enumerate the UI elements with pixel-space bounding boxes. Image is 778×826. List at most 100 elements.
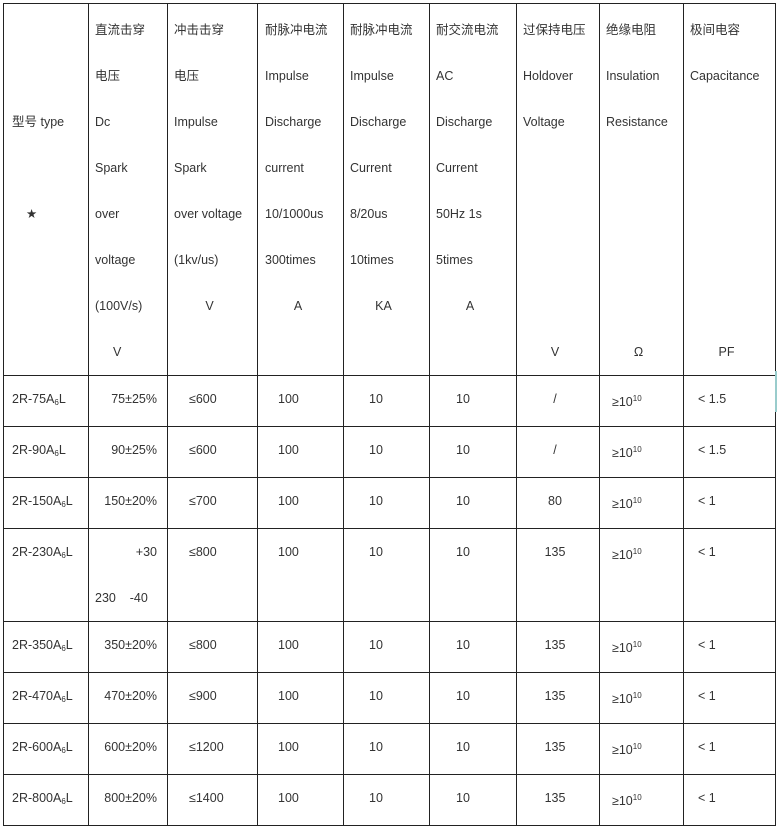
cell-impulse: ≤600	[167, 375, 258, 427]
header-line: V	[205, 299, 214, 313]
header-line: Current	[436, 161, 478, 175]
cell-holdover: 135	[516, 774, 600, 826]
header-line: 型号 type	[12, 115, 65, 129]
header-line: over voltage	[174, 207, 243, 221]
header-line: Impulse	[174, 115, 218, 129]
model-suffix: L	[65, 689, 73, 703]
header-line: 300times	[265, 253, 316, 267]
insulation-exponent: 10	[632, 742, 642, 751]
model-prefix: 2R-350A	[12, 638, 62, 652]
header-line: Spark	[174, 161, 207, 175]
cell-holdover: 135	[516, 621, 600, 673]
header-line: over	[95, 207, 120, 221]
cell-holdover: /	[516, 426, 600, 478]
header-line: Ω	[633, 345, 644, 359]
header-line	[606, 191, 683, 237]
cell-model: 2R-75A6L	[3, 375, 89, 427]
model-subscript: 6	[61, 695, 66, 704]
cell-holdover: /	[516, 375, 600, 427]
table-row: 2R-230A6L +30 230 -40 ≤800 100 10 10 135 ≥1010 < …	[3, 528, 776, 622]
cell-imp-8-20: 10	[343, 723, 430, 775]
cell-dc: 600±20%	[88, 723, 168, 775]
scrollbar[interactable]	[775, 371, 777, 412]
cell-impulse: ≤800	[167, 621, 258, 673]
header-line: V	[113, 345, 122, 359]
header-line: (1kv/us)	[174, 253, 219, 267]
header-line: Holdover	[523, 69, 574, 83]
header-impulse-discharge-current: 耐脉冲电流 Impulse Discharge current 10/1000us 300…	[257, 3, 344, 376]
header-line: 绝缘电阻	[606, 23, 657, 37]
cell-dc: 90±25%	[88, 426, 168, 478]
cell-imp-8-20: 10	[343, 477, 430, 529]
insulation-exponent: 10	[632, 496, 642, 505]
header-line: 10times	[350, 253, 394, 267]
cell-holdover: 135	[516, 723, 600, 775]
cell-holdover: 135	[516, 672, 600, 724]
insulation-exponent: 10	[632, 547, 642, 556]
model-suffix: L	[58, 443, 66, 457]
insulation-exponent: 10	[632, 394, 642, 403]
table-row: 2R-150A6L 150±20% ≤700 100 10 10 80 ≥1010 < 1	[3, 477, 776, 529]
header-line: 5times	[436, 253, 473, 267]
model-subscript: 6	[54, 449, 59, 458]
header-line: 8/20us	[350, 207, 388, 221]
cell-model: 2R-150A6L	[3, 477, 89, 529]
header-line	[523, 145, 599, 191]
header-line	[606, 145, 683, 191]
cell-impulse: ≤1200	[167, 723, 258, 775]
insulation-base: ≥10	[612, 692, 633, 706]
model-prefix: 2R-800A	[12, 791, 62, 805]
table-row: 2R-90A6L 90±25% ≤600 100 10 10/≥1010 < 1.5	[3, 426, 776, 478]
header-line: 电压	[95, 69, 121, 83]
spec-table: 型号 type ★ 直流击穿 电压 Dc Spark over voltage (100V/s)…	[3, 3, 776, 826]
model-prefix: 2R-230A	[12, 545, 62, 559]
model-subscript: 6	[61, 746, 66, 755]
cell-model: 2R-470A6L	[3, 672, 89, 724]
cell-impulse: ≤800	[167, 528, 258, 622]
cell-imp-8-20: 10	[343, 621, 430, 673]
model-prefix: 2R-75A	[12, 392, 55, 406]
cell-holdover: 135	[516, 528, 600, 622]
cell-imp-8-20: 10	[343, 528, 430, 622]
table-row: 2R-470A6L 470±20% ≤900 100 10 10 135 ≥1010 < 1	[3, 672, 776, 724]
header-line: Impulse	[265, 69, 309, 83]
insulation-base: ≥10	[612, 794, 633, 808]
header-impulse-discharge-current-8-20: 耐脉冲电流 Impulse Discharge Current 8/20us 10time…	[343, 3, 430, 376]
cell-capacitance: < 1	[683, 477, 776, 529]
cell-capacitance: < 1	[683, 672, 776, 724]
model-suffix: L	[58, 392, 66, 406]
header-impulse-spark-over-voltage: 冲击击穿 电压 Impulse Spark over voltage (1kv/us) V	[167, 3, 258, 376]
cell-ac: 10	[429, 672, 517, 724]
header-line: 耐脉冲电流	[350, 23, 413, 37]
model-suffix: L	[65, 545, 73, 559]
header-line: 耐交流电流	[436, 23, 499, 37]
header-line: Spark	[95, 161, 128, 175]
header-line: Dc	[95, 115, 111, 129]
model-subscript: 6	[54, 398, 59, 407]
cell-imp-current: 100	[257, 528, 344, 622]
header-line	[690, 283, 775, 329]
cell-insulation: ≥1010	[599, 774, 684, 826]
cell-imp-8-20: 10	[343, 774, 430, 826]
header-line	[606, 237, 683, 283]
header-line: 极间电容	[690, 23, 741, 37]
header-line: 电压	[174, 69, 200, 83]
header-line: Impulse	[350, 69, 394, 83]
cell-dc: 75±25%	[88, 375, 168, 427]
cell-dc: 800±20%	[88, 774, 168, 826]
header-line: 50Hz 1s	[436, 207, 482, 221]
header-line: Capacitance	[690, 69, 760, 83]
header-line	[690, 237, 775, 283]
cell-imp-current: 100	[257, 672, 344, 724]
cell-insulation: ≥1010	[599, 528, 684, 622]
header-line: Discharge	[350, 115, 407, 129]
model-subscript: 6	[61, 500, 66, 509]
header-line	[690, 99, 775, 145]
cell-imp-current: 100	[257, 621, 344, 673]
cell-model: 2R-90A6L	[3, 426, 89, 478]
insulation-exponent: 10	[632, 691, 642, 700]
cell-capacitance: < 1.5	[683, 426, 776, 478]
cell-imp-current: 100	[257, 774, 344, 826]
cell-capacitance: < 1	[683, 723, 776, 775]
header-line: Discharge	[436, 115, 493, 129]
